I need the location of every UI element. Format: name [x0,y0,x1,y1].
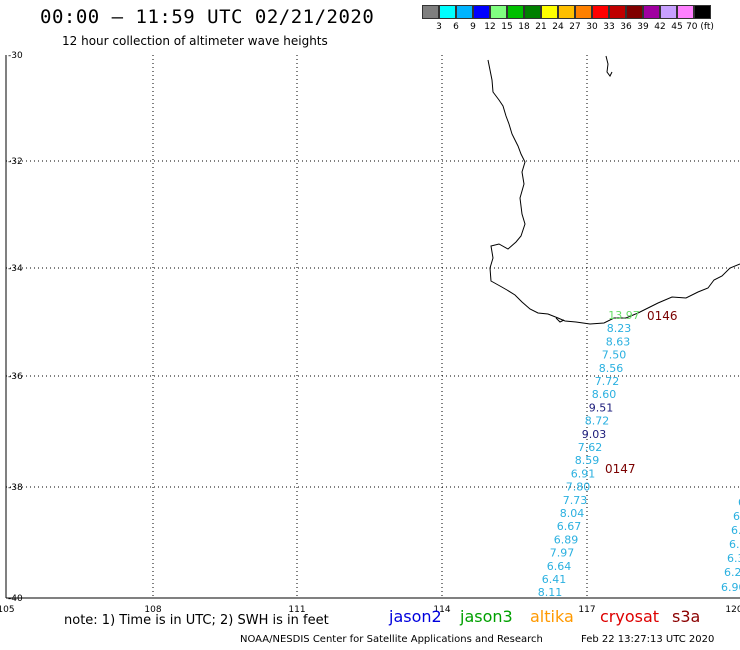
footer-note: note: 1) Time is in UTC; 2) SWH is in fe… [64,613,329,628]
edge-wave-height-reading: 6 [738,496,740,509]
edge-wave-height-reading: 6.0 [729,538,740,551]
scale-label: 39 [637,22,649,32]
color-swatch [473,5,490,19]
wave-height-reading: 6.64 [547,560,572,573]
color-swatch [541,5,558,19]
scale-label: 70 (ft) [686,22,714,32]
satellite-pass-label: 0147 [605,462,636,476]
legend-item-s3a: s3a [672,607,701,626]
latitude-label: -38 [8,483,23,493]
scale-label: 33 [603,22,615,32]
wave-height-reading: 6.91 [571,467,596,480]
edge-wave-height-reading: 6. [731,524,740,537]
footer-timestamp: Feb 22 13:27:13 UTC 2020 [581,634,715,645]
scale-label: 6 [453,22,459,32]
color-swatch [439,5,456,19]
wave-height-reading: 8.59 [575,454,600,467]
longitude-labels: 105 108 111 114 117 120 [0,605,740,615]
color-swatch [490,5,507,19]
scale-label: 3 [436,22,442,32]
color-swatch [422,5,439,19]
scale-label: 30 [586,22,598,32]
color-swatch [524,5,541,19]
wave-height-reading: 8.72 [585,415,610,428]
latitude-label: -34 [8,264,23,274]
latitude-label: -30 [8,51,23,61]
color-swatch [660,5,677,19]
wave-height-reading: 6.41 [542,573,567,586]
wave-height-reading: 8.60 [592,388,617,401]
wave-height-reading: 8.23 [607,322,632,335]
coastline [487,55,740,325]
scale-label: 42 [654,22,666,32]
color-scale-labels: 3 6 9 12 15 18 21 24 27 30 33 36 39 42 45 70 (ft) [422,22,740,34]
wave-height-reading: 7.72 [595,375,620,388]
latitude-label: -32 [8,157,23,167]
wave-height-reading: 7.62 [578,441,603,454]
color-swatch [592,5,609,19]
wave-height-reading: 7.80 [566,481,591,494]
page-title: 00:00 – 11:59 UTC 02/21/2020 [40,6,375,28]
color-swatch [694,5,711,19]
wave-height-reading: 8.63 [606,335,631,348]
scale-label: 27 [569,22,581,32]
edge-wave-height-reading: 6.3 [727,552,740,565]
grid-lines [6,55,740,598]
wave-height-reading: 6.89 [554,533,579,546]
wave-height-reading: 8.56 [599,362,624,375]
map-frame [5,55,740,599]
page-subtitle: 12 hour collection of altimeter wave hei… [62,34,328,48]
color-swatch [609,5,626,19]
latitude-label: -36 [8,372,23,382]
color-swatch [558,5,575,19]
edge-wave-height-reading: 6 [733,510,740,523]
wave-height-reading: 7.73 [563,494,588,507]
legend-item-jason3: jason3 [460,607,513,626]
scale-label: 18 [518,22,530,32]
scale-label: 9 [470,22,476,32]
longitude-label: 108 [144,605,161,615]
longitude-label: 120 [725,605,740,615]
wave-height-reading: 6.67 [557,520,582,533]
color-swatch [456,5,473,19]
longitude-label: 117 [578,605,595,615]
scale-label: 21 [535,22,547,32]
wave-height-reading: 9.51 [589,401,614,414]
legend-item-jason2: jason2 [389,607,442,626]
color-swatch [643,5,660,19]
longitude-label: 114 [433,605,450,615]
scale-label: 36 [620,22,632,32]
wave-height-reading: 7.97 [550,547,575,560]
footer-credit: NOAA/NESDIS Center for Satellite Applica… [240,634,543,645]
wave-height-reading: 9.03 [582,428,607,441]
longitude-label: 105 [0,605,15,615]
color-swatch [507,5,524,19]
wave-height-reading: 8.11 [538,586,563,599]
edge-wave-height-reading: 6.90 [721,581,740,594]
satellite-pass-label: 0146 [647,309,678,323]
wave-height-reading: 8.04 [560,507,585,520]
pass-labels: 0146 0147 [605,309,678,476]
latitude-label: -40 [8,594,23,604]
latitude-labels: -30 -32 -34 -36 -38 -40 [8,51,23,604]
wave-height-reading: 7.50 [602,349,627,362]
scale-label: 12 [484,22,496,32]
color-swatch [575,5,592,19]
color-scale [422,5,711,19]
color-swatch [626,5,643,19]
edge-wave-height-reading: 6.27 [724,566,740,579]
wave-height-readings: 13.978.238.637.508.567.728.609.518.729.0… [538,309,640,599]
scale-label: 24 [552,22,564,32]
longitude-label: 111 [288,605,305,615]
scale-label: 45 [671,22,683,32]
legend-item-cryosat: cryosat [600,607,660,626]
scale-label: 15 [501,22,513,32]
wave-height-reading: 13.97 [608,309,640,322]
legend-item-altika: altika [530,607,574,626]
color-swatch [677,5,694,19]
edge-wave-height-readings: 666.6.06.36.276.90 [721,496,740,594]
